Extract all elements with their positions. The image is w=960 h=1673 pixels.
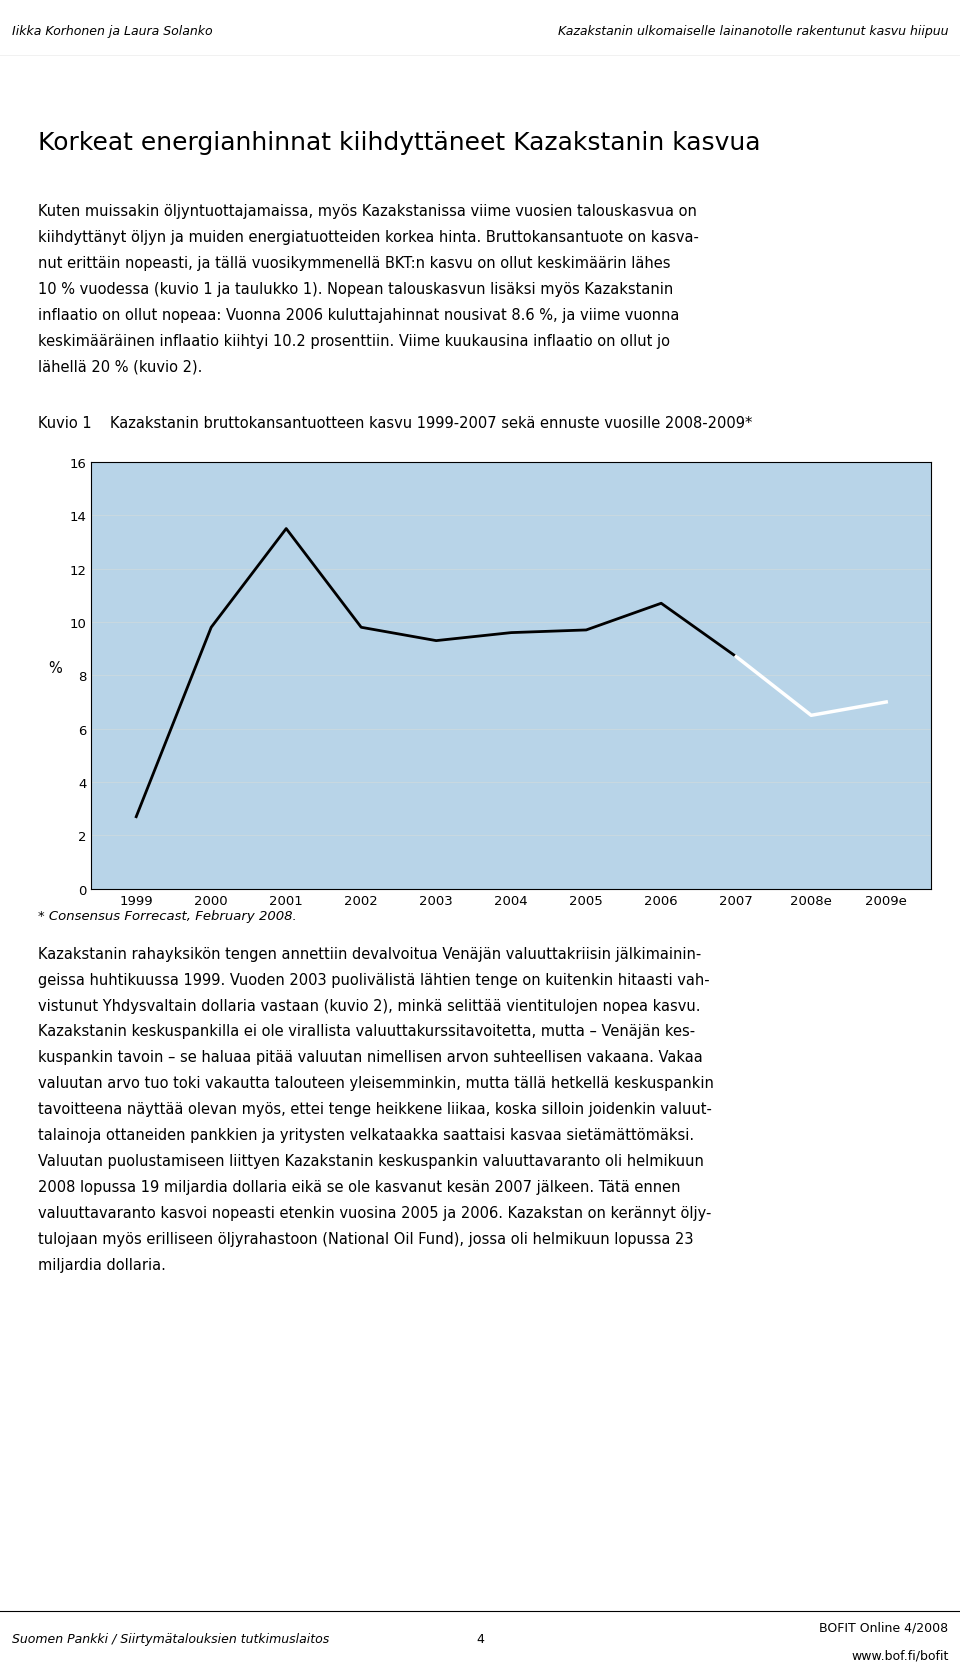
Text: 2008 lopussa 19 miljardia dollaria eikä se ole kasvanut kesän 2007 jälkeen. Tätä: 2008 lopussa 19 miljardia dollaria eikä … (38, 1179, 681, 1195)
Y-axis label: %: % (49, 661, 62, 676)
Text: www.bof.fi/bofit: www.bof.fi/bofit (852, 1648, 948, 1661)
Text: kuspankin tavoin – se haluaa pitää valuutan nimellisen arvon suhteellisen vakaan: kuspankin tavoin – se haluaa pitää valuu… (38, 1051, 703, 1064)
Text: Suomen Pankki / Siirtymätalouksien tutkimuslaitos: Suomen Pankki / Siirtymätalouksien tutki… (12, 1631, 328, 1645)
Text: tulojaan myös erilliseen öljyrahastoon (National Oil Fund), jossa oli helmikuun : tulojaan myös erilliseen öljyrahastoon (… (38, 1231, 694, 1246)
Text: Kuten muissakin öljyntuottajamaissa, myös Kazakstanissa viime vuosien talouskasv: Kuten muissakin öljyntuottajamaissa, myö… (38, 204, 697, 219)
Text: 10 % vuodessa (kuvio 1 ja taulukko 1). Nopean talouskasvun lisäksi myös Kazaksta: 10 % vuodessa (kuvio 1 ja taulukko 1). N… (38, 281, 674, 296)
Text: Kazakstanin keskuspankilla ei ole virallista valuuttakurssitavoitetta, mutta – V: Kazakstanin keskuspankilla ei ole virall… (38, 1024, 696, 1039)
Text: kiihdyttänyt öljyn ja muiden energiatuotteiden korkea hinta. Bruttokansantuote o: kiihdyttänyt öljyn ja muiden energiatuot… (38, 229, 699, 244)
Text: Valuutan puolustamiseen liittyen Kazakstanin keskuspankin valuuttavaranto oli he: Valuutan puolustamiseen liittyen Kazakst… (38, 1154, 705, 1168)
Text: Korkeat energianhinnat kiihdyttäneet Kazakstanin kasvua: Korkeat energianhinnat kiihdyttäneet Kaz… (38, 130, 761, 154)
Text: valuuttavaranto kasvoi nopeasti etenkin vuosina 2005 ja 2006. Kazakstan on kerän: valuuttavaranto kasvoi nopeasti etenkin … (38, 1206, 711, 1220)
Text: talainoja ottaneiden pankkien ja yritysten velkataakka saattaisi kasvaa sietämät: talainoja ottaneiden pankkien ja yrityst… (38, 1128, 694, 1143)
Text: vistunut Yhdysvaltain dollaria vastaan (kuvio 2), minkä selittää vientitulojen n: vistunut Yhdysvaltain dollaria vastaan (… (38, 999, 701, 1012)
Text: BOFIT Online 4/2008: BOFIT Online 4/2008 (819, 1621, 948, 1635)
Text: Kazakstanin ulkomaiselle lainanotolle rakentunut kasvu hiipuu: Kazakstanin ulkomaiselle lainanotolle ra… (558, 25, 948, 38)
Text: nut erittäin nopeasti, ja tällä vuosikymmenellä BKT:n kasvu on ollut keskimäärin: nut erittäin nopeasti, ja tällä vuosikym… (38, 256, 671, 271)
Text: tavoitteena näyttää olevan myös, ettei tenge heikkene liikaa, koska silloin joid: tavoitteena näyttää olevan myös, ettei t… (38, 1103, 712, 1116)
Text: keskimääräinen inflaatio kiihtyi 10.2 prosenttiin. Viime kuukausina inflaatio on: keskimääräinen inflaatio kiihtyi 10.2 pr… (38, 335, 670, 348)
Text: Kazakstanin rahayksikön tengen annettiin devalvoitua Venäjän valuuttakriisin jäl: Kazakstanin rahayksikön tengen annettiin… (38, 947, 702, 960)
Text: Kazakstanin bruttokansantuotteen kasvu 1999-2007 sekä ennuste vuosille 2008-2009: Kazakstanin bruttokansantuotteen kasvu 1… (110, 417, 753, 430)
Text: Iikka Korhonen ja Laura Solanko: Iikka Korhonen ja Laura Solanko (12, 25, 212, 38)
Text: miljardia dollaria.: miljardia dollaria. (38, 1258, 166, 1271)
Text: geissa huhtikuussa 1999. Vuoden 2003 puolivälistä lähtien tenge on kuitenkin hit: geissa huhtikuussa 1999. Vuoden 2003 puo… (38, 972, 710, 987)
Text: Kuvio 1: Kuvio 1 (38, 417, 92, 430)
Text: * Consensus Forrecast, February 2008.: * Consensus Forrecast, February 2008. (38, 910, 298, 922)
Text: inflaatio on ollut nopeaa: Vuonna 2006 kuluttajahinnat nousivat 8.6 %, ja viime : inflaatio on ollut nopeaa: Vuonna 2006 k… (38, 308, 680, 323)
Text: valuutan arvo tuo toki vakautta talouteen yleisemminkin, mutta tällä hetkellä ke: valuutan arvo tuo toki vakautta taloutee… (38, 1076, 714, 1091)
Text: lähellä 20 % (kuvio 2).: lähellä 20 % (kuvio 2). (38, 360, 203, 375)
Text: 4: 4 (476, 1631, 484, 1645)
